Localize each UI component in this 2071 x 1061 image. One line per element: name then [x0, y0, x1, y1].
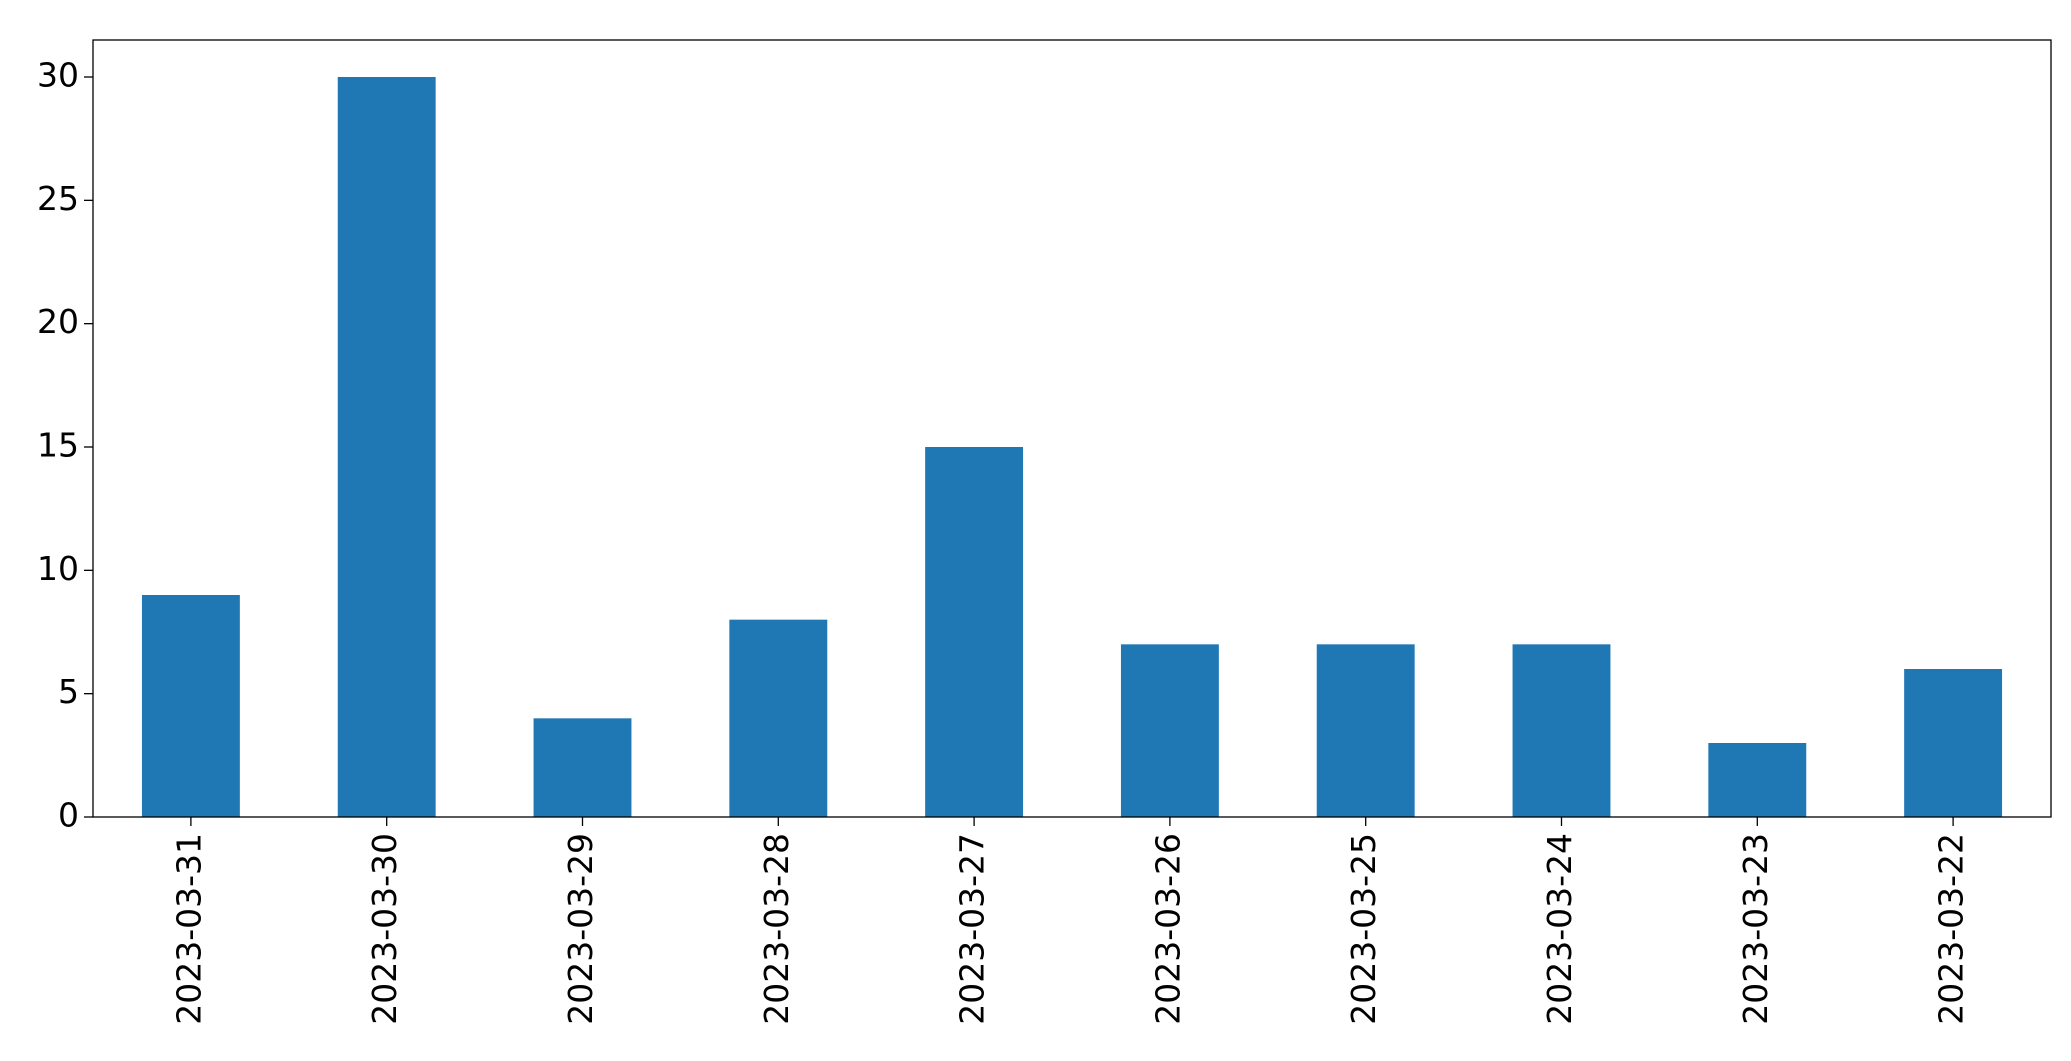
x-tick-label: 2023-03-22 [1932, 833, 1971, 1025]
x-tick-label: 2023-03-24 [1540, 833, 1579, 1025]
bar [141, 595, 240, 817]
bar [1904, 669, 2003, 817]
y-tick-label: 0 [58, 796, 79, 835]
bar [1708, 743, 1807, 817]
bar [1120, 644, 1219, 817]
bar [729, 619, 828, 817]
bar [925, 447, 1024, 817]
y-tick-label: 20 [37, 302, 79, 341]
bar [337, 77, 436, 817]
y-tick-label: 15 [37, 426, 79, 465]
x-tick-label: 2023-03-26 [1148, 833, 1187, 1025]
x-tick-label: 2023-03-25 [1344, 833, 1383, 1025]
y-tick-label: 25 [37, 179, 79, 218]
x-tick-label: 2023-03-28 [757, 833, 796, 1025]
x-tick-label: 2023-03-29 [561, 833, 600, 1025]
plot-frame [92, 39, 2052, 818]
bar [1316, 644, 1415, 817]
y-tick-label: 30 [37, 56, 79, 95]
bar [533, 718, 632, 817]
y-tick-label: 10 [37, 549, 79, 588]
x-tick-label: 2023-03-30 [365, 833, 404, 1025]
x-tick-label: 2023-03-27 [953, 833, 992, 1025]
bar [1512, 644, 1611, 817]
x-tick-label: 2023-03-31 [169, 833, 208, 1025]
x-tick-label: 2023-03-23 [1736, 833, 1775, 1025]
y-tick-label: 5 [58, 672, 79, 711]
